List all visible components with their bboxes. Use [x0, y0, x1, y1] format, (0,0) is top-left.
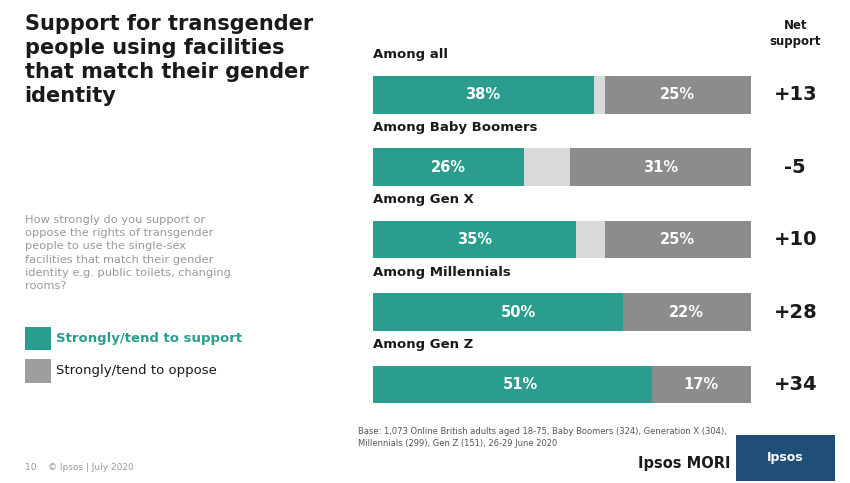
- FancyBboxPatch shape: [372, 148, 751, 186]
- FancyBboxPatch shape: [25, 359, 51, 383]
- Text: Ipsos MORI: Ipsos MORI: [638, 456, 731, 471]
- Text: Support for transgender
people using facilities
that match their gender
identity: Support for transgender people using fac…: [25, 14, 313, 106]
- FancyBboxPatch shape: [25, 327, 51, 350]
- Text: 17%: 17%: [683, 377, 719, 392]
- FancyBboxPatch shape: [372, 366, 669, 403]
- Text: 31%: 31%: [643, 159, 678, 175]
- Text: 35%: 35%: [456, 232, 492, 247]
- Text: 10    © Ipsos | July 2020: 10 © Ipsos | July 2020: [25, 463, 133, 472]
- Text: Among all: Among all: [372, 48, 448, 61]
- Text: Among Gen Z: Among Gen Z: [372, 338, 473, 351]
- Text: 25%: 25%: [660, 87, 695, 102]
- Text: -5: -5: [785, 157, 806, 177]
- Text: 38%: 38%: [466, 87, 501, 102]
- Text: +34: +34: [774, 375, 817, 394]
- Text: Ipsos: Ipsos: [767, 452, 803, 464]
- FancyBboxPatch shape: [605, 221, 751, 258]
- Text: +28: +28: [774, 302, 817, 322]
- Text: How strongly do you support or
oppose the rights of transgender
people to use th: How strongly do you support or oppose th…: [25, 215, 230, 291]
- FancyBboxPatch shape: [372, 148, 524, 186]
- Text: +13: +13: [774, 85, 817, 104]
- Text: 25%: 25%: [660, 232, 695, 247]
- FancyBboxPatch shape: [372, 76, 751, 114]
- FancyBboxPatch shape: [570, 148, 751, 186]
- FancyBboxPatch shape: [372, 366, 751, 403]
- Text: Base: 1,073 Online British adults aged 18-75, Baby Boomers (324), Generation X (: Base: 1,073 Online British adults aged 1…: [358, 427, 727, 448]
- Text: Net
support: Net support: [769, 19, 821, 48]
- FancyBboxPatch shape: [372, 293, 663, 331]
- Text: Among Millennials: Among Millennials: [372, 266, 510, 279]
- FancyBboxPatch shape: [605, 76, 751, 114]
- FancyBboxPatch shape: [623, 293, 751, 331]
- FancyBboxPatch shape: [652, 366, 751, 403]
- Text: Strongly/tend to support: Strongly/tend to support: [56, 332, 242, 345]
- Text: +10: +10: [774, 230, 817, 249]
- Text: Among Baby Boomers: Among Baby Boomers: [372, 121, 537, 134]
- Text: 26%: 26%: [431, 159, 466, 175]
- Text: 22%: 22%: [669, 304, 704, 320]
- Text: Among Gen X: Among Gen X: [372, 193, 473, 206]
- FancyBboxPatch shape: [372, 221, 751, 258]
- FancyBboxPatch shape: [372, 221, 576, 258]
- FancyBboxPatch shape: [372, 293, 751, 331]
- FancyBboxPatch shape: [735, 435, 835, 481]
- Text: 51%: 51%: [503, 377, 539, 392]
- Text: Strongly/tend to oppose: Strongly/tend to oppose: [56, 365, 218, 377]
- FancyBboxPatch shape: [372, 76, 593, 114]
- Text: 50%: 50%: [501, 304, 536, 320]
